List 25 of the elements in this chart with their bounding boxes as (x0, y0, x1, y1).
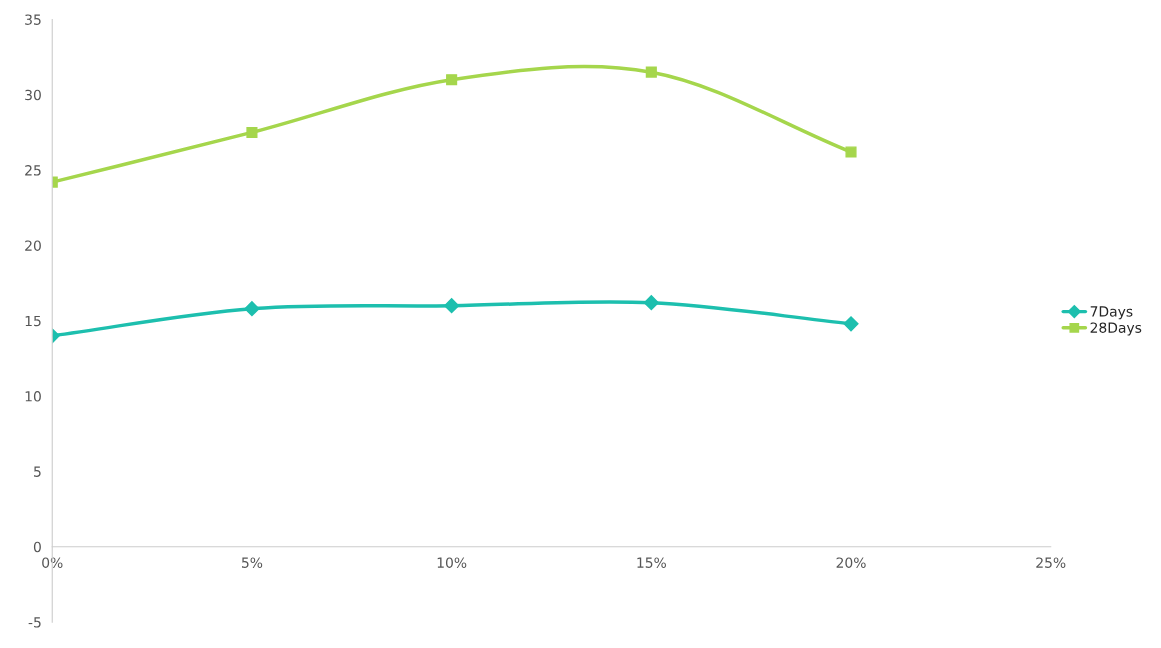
point (843, 316, 859, 332)
point (246, 126, 258, 138)
x-tick-label: 20% (836, 557, 866, 568)
y-tick-label: 0 (33, 541, 41, 553)
y-tick-label: -5 (28, 617, 41, 628)
y-tick-label: 25 (25, 165, 41, 176)
point (845, 146, 857, 158)
y-tick-label: 10 (25, 391, 41, 402)
x-tick-label: 15% (637, 557, 666, 568)
x-tick-label: 10% (437, 557, 467, 568)
point (645, 66, 657, 78)
y-tick-label: 35 (25, 14, 41, 25)
point (643, 295, 659, 311)
y-tick-label: 15 (25, 315, 41, 327)
y-tick-label: 30 (25, 89, 41, 101)
x-tick-label: 0% (42, 557, 63, 568)
y-tick-label: 20 (25, 240, 41, 251)
legend-label: 7Days (1090, 306, 1133, 320)
point (446, 74, 458, 86)
x-tick-label: 25% (1036, 557, 1066, 568)
y-tick-label: 5 (34, 466, 41, 477)
point (444, 298, 460, 314)
point (244, 301, 260, 317)
legend-label: 28Days (1090, 322, 1142, 336)
x-tick-label: 5% (241, 557, 263, 568)
